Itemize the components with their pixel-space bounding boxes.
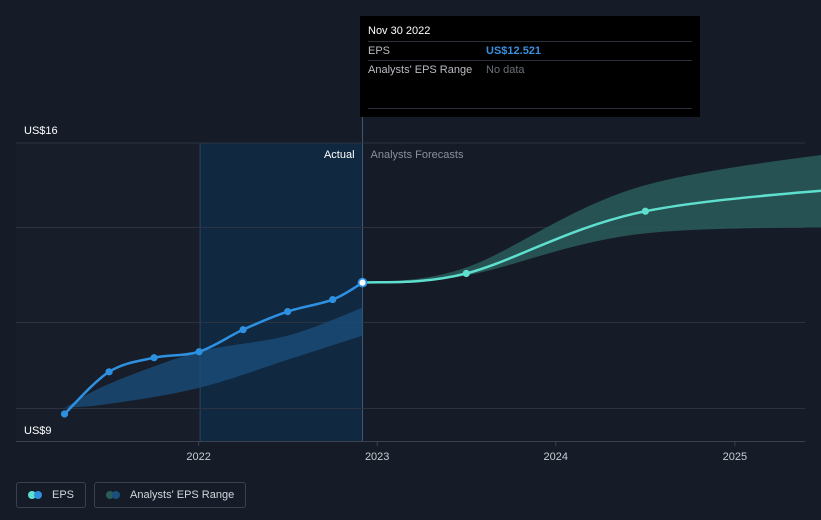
- tooltip: Nov 30 2022 EPS US$12.521 Analysts' EPS …: [360, 16, 700, 117]
- forecast-point: [462, 269, 470, 278]
- x-tick-label: 2023: [365, 451, 389, 463]
- actual-point: [105, 368, 113, 376]
- actual-point: [195, 348, 203, 356]
- tooltip-range-label: Analysts' EPS Range: [368, 64, 473, 76]
- range-legend-icon: [106, 490, 122, 500]
- legend-item-eps[interactable]: EPS: [16, 482, 87, 508]
- actual-label: Actual: [324, 149, 355, 161]
- actual-point: [284, 308, 292, 316]
- actual-point: [357, 277, 368, 288]
- actual-range-band: [64, 307, 363, 408]
- x-tick-label: 2024: [544, 451, 568, 463]
- actual-point: [329, 295, 337, 304]
- forecast-point: [641, 207, 649, 215]
- tooltip-row-eps: EPS US$12.521: [368, 41, 692, 60]
- forecast-label: Analysts Forecasts: [371, 149, 464, 161]
- tooltip-range-value: No data: [486, 64, 525, 76]
- legend-eps-label: EPS: [52, 489, 75, 501]
- actual-point: [150, 354, 158, 362]
- x-tick-label: 2022: [186, 451, 210, 463]
- tooltip-eps-label: EPS: [368, 45, 391, 57]
- eps-legend-icon: [28, 490, 44, 500]
- tooltip-eps-value: US$12.521: [486, 45, 542, 57]
- chart-legend: EPS Analysts' EPS Range: [16, 482, 247, 508]
- legend-range-label: Analysts' EPS Range: [130, 489, 235, 501]
- tooltip-row-range: Analysts' EPS Range No data: [368, 60, 692, 79]
- x-tick-label: 2025: [723, 451, 747, 463]
- actual-point: [239, 326, 247, 334]
- forecast-eps-line: [362, 189, 821, 284]
- y-tick-label: US$16: [24, 125, 58, 137]
- tooltip-divider: [368, 108, 692, 109]
- legend-item-eps-range[interactable]: Analysts' EPS Range: [94, 482, 247, 508]
- tooltip-date: Nov 30 2022: [368, 25, 431, 37]
- y-tick-label: US$9: [24, 425, 52, 437]
- forecast-range-band: [362, 154, 821, 283]
- highlight-region: [200, 143, 363, 441]
- actual-point: [60, 410, 69, 418]
